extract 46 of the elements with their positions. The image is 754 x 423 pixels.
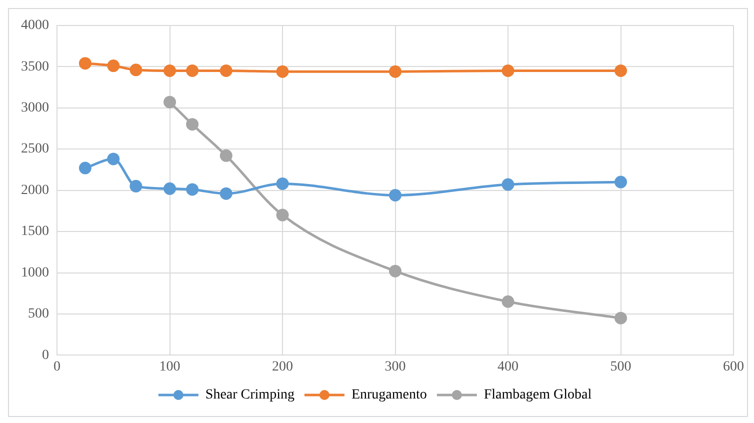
point bbox=[389, 188, 402, 202]
point bbox=[614, 64, 627, 77]
point bbox=[502, 64, 514, 77]
point bbox=[186, 183, 199, 196]
point bbox=[78, 57, 92, 70]
point bbox=[186, 118, 199, 131]
point bbox=[186, 64, 199, 77]
y-tick-label: 2000 bbox=[21, 182, 49, 198]
point bbox=[220, 64, 232, 77]
y-tick-label: 2500 bbox=[21, 142, 49, 157]
y-tick-label: 4000 bbox=[21, 18, 49, 34]
point bbox=[164, 96, 176, 108]
x-tick-label: 300 bbox=[384, 359, 406, 374]
point bbox=[276, 208, 289, 222]
point bbox=[107, 60, 120, 72]
x-tick-label: 400 bbox=[498, 359, 518, 374]
point bbox=[130, 64, 142, 76]
point bbox=[389, 264, 402, 278]
y-tick-label: 500 bbox=[28, 306, 49, 322]
point bbox=[130, 180, 142, 192]
point bbox=[276, 65, 289, 78]
y-tick-label: 1500 bbox=[21, 224, 49, 240]
y-tick-label: 0 bbox=[42, 348, 49, 363]
point bbox=[614, 176, 627, 188]
legend-label: Enrugamento bbox=[351, 388, 427, 403]
x-tick-label: 0 bbox=[54, 359, 60, 374]
legend-label: Flambagem Global bbox=[484, 388, 592, 403]
legend-label: Shear Crimping bbox=[205, 388, 294, 403]
y-tick-label: 3500 bbox=[21, 59, 49, 74]
x-tick-label: 600 bbox=[723, 359, 744, 374]
y-tick-label: 1000 bbox=[21, 265, 49, 280]
point bbox=[220, 187, 232, 200]
point bbox=[389, 65, 402, 78]
x-tick-label: 100 bbox=[159, 359, 180, 374]
y-tick-label: 3000 bbox=[21, 100, 49, 116]
point bbox=[614, 312, 627, 324]
point bbox=[164, 64, 176, 77]
point bbox=[107, 152, 120, 166]
point bbox=[78, 162, 92, 174]
point bbox=[276, 177, 289, 190]
x-tick-label: 200 bbox=[272, 359, 293, 374]
point bbox=[164, 182, 176, 195]
point bbox=[502, 178, 514, 191]
point bbox=[220, 149, 232, 162]
point bbox=[502, 295, 514, 308]
x-tick-label: 500 bbox=[610, 359, 632, 374]
